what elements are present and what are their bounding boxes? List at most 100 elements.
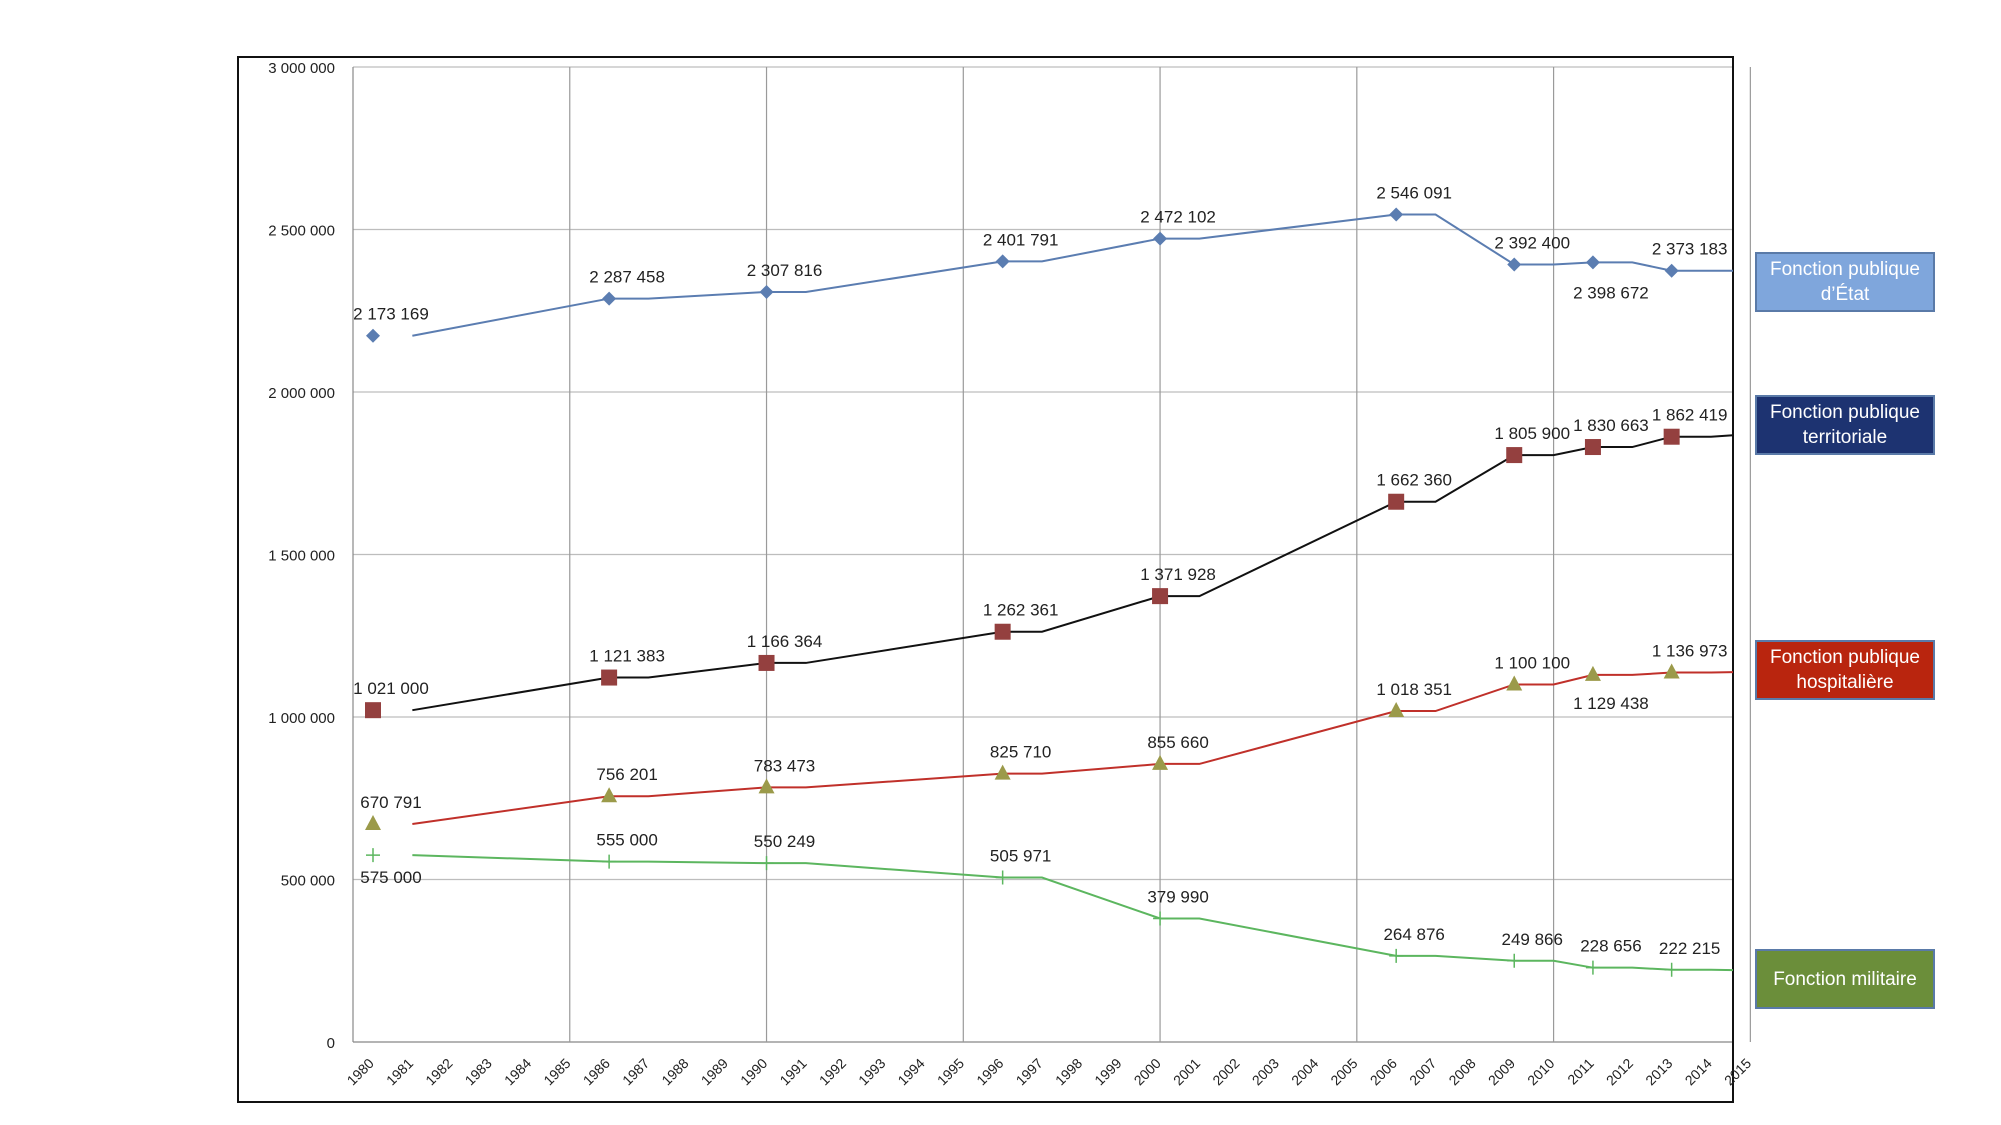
- grid: [353, 66, 1751, 1043]
- data-point-marker: [1507, 953, 1522, 968]
- y-tick-label: 2 000 000: [268, 385, 335, 402]
- x-tick-label: 2000: [1131, 1055, 1164, 1088]
- x-tick-label: 1989: [698, 1055, 731, 1088]
- data-point-marker: [1663, 428, 1680, 445]
- data-point-marker: [1584, 439, 1601, 456]
- data-point-marker: [1152, 588, 1169, 605]
- data-point-marker: [1584, 665, 1601, 681]
- series-line: [412, 434, 1734, 712]
- data-label: 2 373 183: [1652, 240, 1728, 259]
- data-label: 222 215: [1659, 939, 1720, 958]
- data-point-marker: [1507, 257, 1522, 272]
- y-tick-label: 500 000: [281, 873, 335, 890]
- data-label: 1 018 351: [1376, 680, 1452, 699]
- data-label: 1 662 360: [1376, 471, 1452, 490]
- data-label: 550 249: [754, 832, 815, 851]
- x-tick-label: 1996: [973, 1055, 1006, 1088]
- legend-label-hospitaliere: Fonction publique hospitalière: [1770, 647, 1920, 693]
- x-tick-label: 2008: [1445, 1055, 1478, 1088]
- data-point-marker: [1153, 231, 1168, 246]
- x-tick-label: 1988: [658, 1055, 691, 1088]
- data-label: 2 392 400: [1494, 233, 1570, 252]
- y-tick-label: 0: [327, 1035, 335, 1052]
- x-tick-label: 2009: [1485, 1055, 1518, 1088]
- x-tick-label: 1987: [619, 1055, 652, 1088]
- x-tick-label: 2006: [1367, 1055, 1400, 1088]
- y-tick-label: 1 000 000: [268, 710, 335, 727]
- x-tick-label: 2005: [1327, 1055, 1360, 1088]
- x-tick-label: 2014: [1682, 1055, 1715, 1088]
- data-point-marker: [366, 328, 380, 343]
- data-point-marker: [1506, 675, 1523, 691]
- legend-label-etat: Fonction publique d’État: [1770, 259, 1920, 305]
- data-point-marker: [1663, 663, 1680, 679]
- x-tick-label: 2007: [1406, 1055, 1439, 1088]
- data-point-marker: [602, 854, 617, 869]
- x-tick-label: 1985: [540, 1055, 573, 1088]
- data-label: 575 000: [360, 868, 421, 887]
- series-line: [412, 854, 1734, 972]
- x-tick-label: 1983: [462, 1055, 495, 1088]
- x-tick-label: 2013: [1642, 1055, 1675, 1088]
- data-label: 1 262 361: [983, 601, 1059, 620]
- x-tick-label: 1997: [1013, 1055, 1046, 1088]
- data-label: 756 201: [596, 765, 657, 784]
- data-point-marker: [1664, 962, 1679, 977]
- data-point-marker: [1388, 702, 1405, 718]
- x-tick-label: 2001: [1170, 1055, 1203, 1088]
- x-tick-label: 1980: [344, 1055, 377, 1088]
- legend-item-etat: Fonction publique d’État: [1755, 252, 1935, 312]
- series-lines: [412, 213, 1734, 972]
- y-tick-label: 2 500 000: [268, 223, 335, 240]
- x-tick-label: 2011: [1564, 1055, 1597, 1088]
- data-point-marker: [602, 291, 617, 306]
- x-tick-label: 1994: [894, 1055, 927, 1088]
- y-tick-label: 1 500 000: [268, 548, 335, 565]
- data-label: 670 791: [360, 793, 421, 812]
- x-tick-label: 1993: [855, 1055, 888, 1088]
- data-label: 1 100 100: [1494, 653, 1570, 672]
- series-line: [412, 213, 1733, 337]
- data-label: 1 371 928: [1140, 565, 1216, 584]
- x-tick-label: 2010: [1524, 1055, 1557, 1088]
- x-tick-label: 2003: [1249, 1055, 1282, 1088]
- legend-item-militaire: Fonction militaire: [1755, 949, 1935, 1009]
- x-tick-label: 1995: [934, 1055, 967, 1088]
- x-tick-label: 1998: [1052, 1055, 1085, 1088]
- data-label: 855 660: [1147, 733, 1208, 752]
- data-point-marker: [759, 856, 774, 871]
- legend-label-territoriale: Fonction publique territoriale: [1770, 402, 1920, 448]
- legend-label-militaire: Fonction militaire: [1773, 968, 1917, 990]
- data-label: 555 000: [596, 831, 657, 850]
- x-tick-label: 1990: [737, 1055, 770, 1088]
- data-point-marker: [995, 254, 1010, 269]
- chart-frame: [237, 56, 1734, 1103]
- data-labels: 2 173 169 2 287 458 2 307 816 2 401 791 2 47…: [353, 184, 1727, 958]
- series-markers: [365, 207, 1680, 977]
- data-label: 2 401 791: [983, 230, 1059, 249]
- data-label: 379 990: [1147, 888, 1208, 907]
- x-tick-label: 2004: [1288, 1055, 1321, 1088]
- x-tick-label: 1986: [580, 1055, 613, 1088]
- x-tick-label: 1982: [422, 1055, 455, 1088]
- data-label: 1 129 438: [1573, 694, 1649, 713]
- x-tick-label: 1984: [501, 1055, 534, 1088]
- data-label: 2 173 169: [353, 305, 429, 324]
- x-tick-label: 1991: [776, 1055, 809, 1088]
- x-tick-label: 1999: [1091, 1055, 1124, 1088]
- data-point-marker: [601, 787, 618, 803]
- x-tick-label: 2012: [1603, 1055, 1636, 1088]
- data-point-marker: [366, 848, 380, 863]
- data-label: 1 166 364: [747, 632, 823, 651]
- data-label: 2 287 458: [589, 268, 665, 287]
- data-point-marker: [758, 778, 775, 794]
- x-tick-label: 2015: [1721, 1055, 1754, 1088]
- data-label: 1 862 419: [1652, 406, 1728, 425]
- data-point-marker: [994, 764, 1011, 780]
- series-line: [412, 671, 1734, 825]
- data-point-marker: [1585, 255, 1600, 270]
- data-label: 1 830 663: [1573, 416, 1649, 435]
- data-label: 1 805 900: [1494, 424, 1570, 443]
- data-label: 1 121 383: [589, 647, 665, 666]
